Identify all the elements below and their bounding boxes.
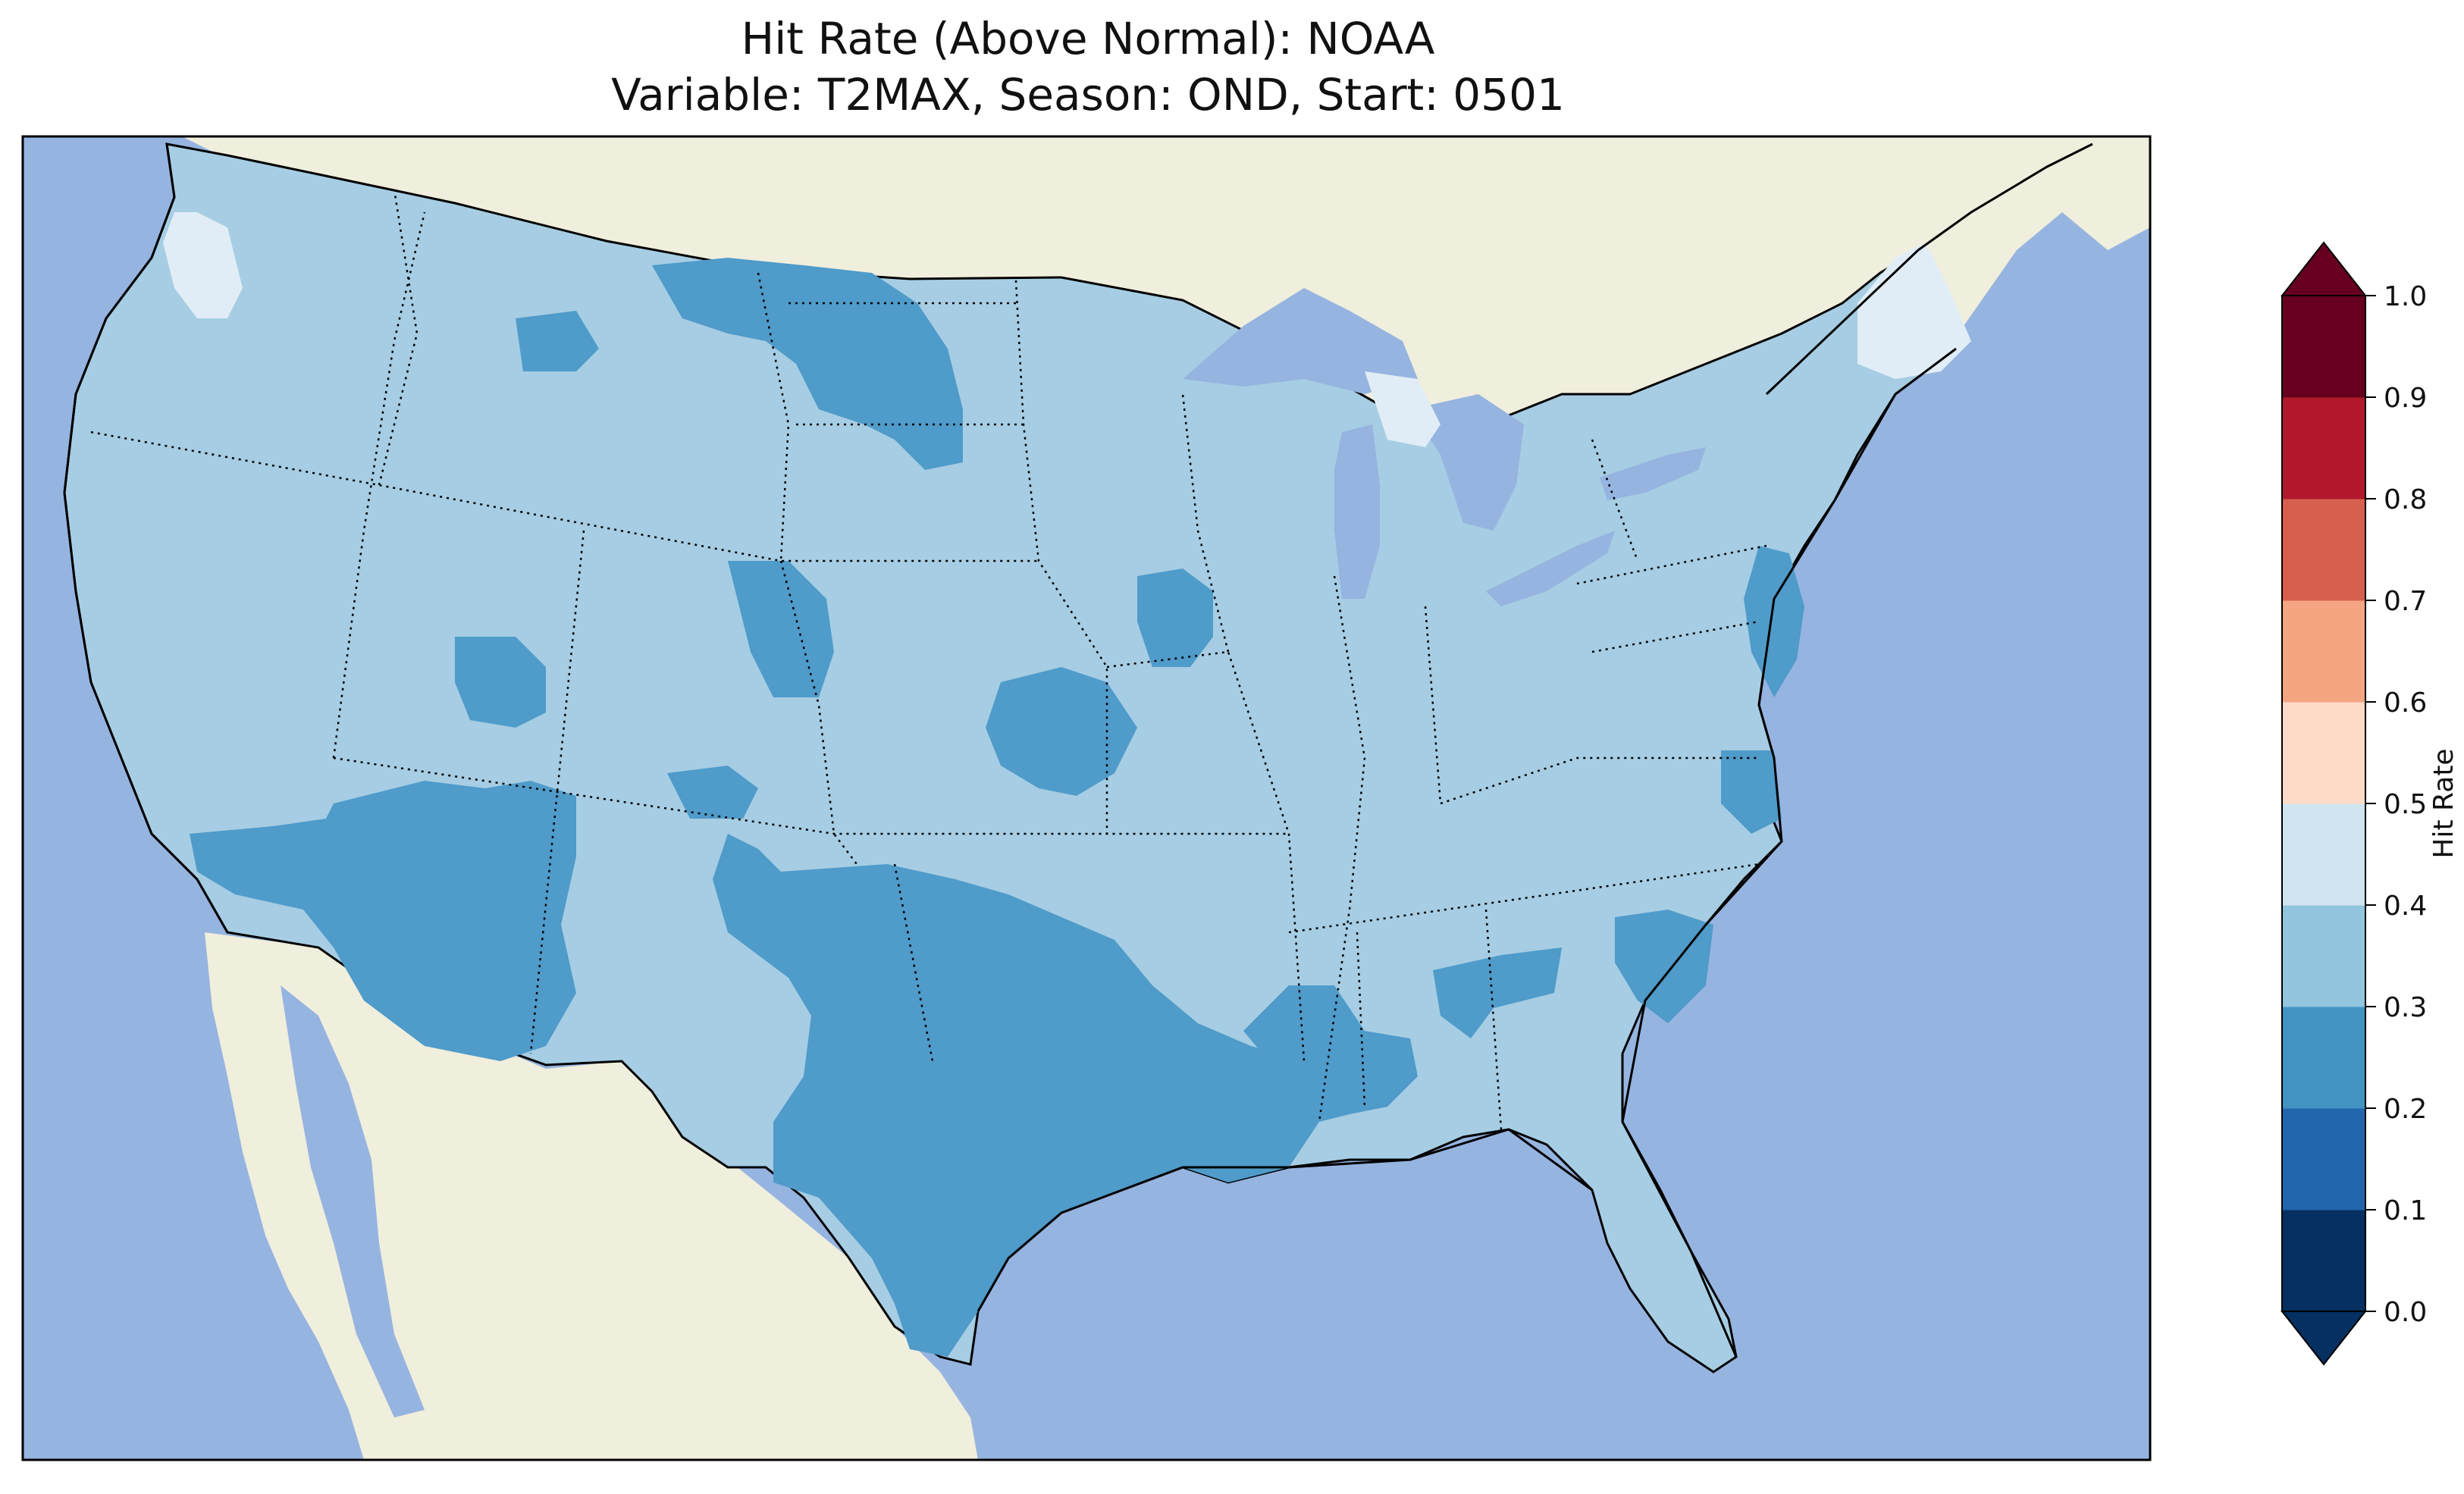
- colorbar-band: [2282, 702, 2365, 804]
- mexico-land: [205, 932, 978, 1460]
- hit-rate-0.2-0.3-regions: [190, 258, 1804, 1357]
- lake-erie: [1486, 531, 1615, 606]
- lake-huron: [1410, 394, 1524, 531]
- region-ne-nc: [1721, 750, 1782, 834]
- colorbar-label: Hit Rate: [2428, 748, 2459, 858]
- region-montana-nd: [652, 258, 963, 470]
- colorbar-under-extension: [2280, 1311, 2368, 1366]
- colorbar-bands: [2282, 296, 2365, 1312]
- region-texas-oklahoma: [713, 834, 1319, 1357]
- region-missouri-north: [1137, 568, 1213, 667]
- lake-ontario: [1600, 447, 1706, 500]
- colorbar-tick-label: 0.7: [2384, 586, 2427, 617]
- title-line-2: Variable: T2MAX, Season: OND, Start: 050…: [611, 69, 1565, 121]
- lake-superior: [1183, 288, 1418, 394]
- colorbar-tick-label: 0.5: [2384, 789, 2427, 820]
- colorbar-band: [2282, 1007, 2365, 1109]
- colorbar-band: [2282, 905, 2365, 1007]
- region-southwest: [190, 781, 576, 1061]
- colorbar-band: [2282, 397, 2365, 500]
- colorbar-tick-label: 0.9: [2384, 383, 2427, 414]
- region-alabama: [1433, 947, 1562, 1038]
- region-utah: [455, 637, 546, 728]
- colorbar-tick-label: 0.8: [2384, 484, 2427, 515]
- region-idaho-wyoming: [516, 311, 599, 371]
- region-upper-michigan: [1365, 371, 1440, 447]
- region-kansas-missouri: [986, 667, 1137, 796]
- colorbar-ticks: 0.0 0.1 0.2 0.3 0.4 0.5 0.6 0.7 0.8 0.9 1.0: [2365, 281, 2427, 1328]
- region-mid-atlantic: [1744, 546, 1804, 697]
- coastlines: [63, 143, 2093, 1358]
- colorbar-tick-label: 0.3: [2384, 992, 2427, 1023]
- colorbar-tick-label: 0.2: [2384, 1094, 2427, 1125]
- colorbar-band: [2282, 1210, 2365, 1312]
- colorbar-tick-label: 0.6: [2384, 687, 2427, 719]
- colorbar-tick-label: 0.4: [2384, 891, 2427, 922]
- region-mississippi: [1243, 985, 1418, 1122]
- region-western-washington: [163, 212, 243, 318]
- title-line-1: Hit Rate (Above Normal): NOAA: [741, 13, 1435, 64]
- baja-water: [281, 985, 425, 1417]
- state-borders: [90, 189, 1767, 1130]
- colorbar-band: [2282, 600, 2365, 703]
- colorbar-over-extension: [2280, 241, 2368, 296]
- region-south-carolina: [1615, 910, 1713, 1023]
- map-frame: [21, 135, 2152, 1461]
- hit-rate-0.4-0.5-regions: [163, 212, 1971, 447]
- region-maine: [1857, 243, 1971, 379]
- colorbar-band: [2282, 803, 2365, 906]
- colorbar-band: [2282, 1108, 2365, 1211]
- region-colorado: [667, 766, 758, 819]
- map-title: Hit Rate (Above Normal): NOAA Variable: …: [0, 11, 2176, 123]
- region-nebraska-sd: [728, 561, 834, 697]
- colorbar-tick-label: 1.0: [2384, 281, 2427, 312]
- colorbar-band: [2282, 296, 2365, 398]
- lake-michigan: [1334, 424, 1380, 599]
- colorbar-tick-label: 0.1: [2384, 1195, 2427, 1226]
- colorbar-tick-label: 0.0: [2384, 1297, 2427, 1328]
- colorbar-band: [2282, 499, 2365, 601]
